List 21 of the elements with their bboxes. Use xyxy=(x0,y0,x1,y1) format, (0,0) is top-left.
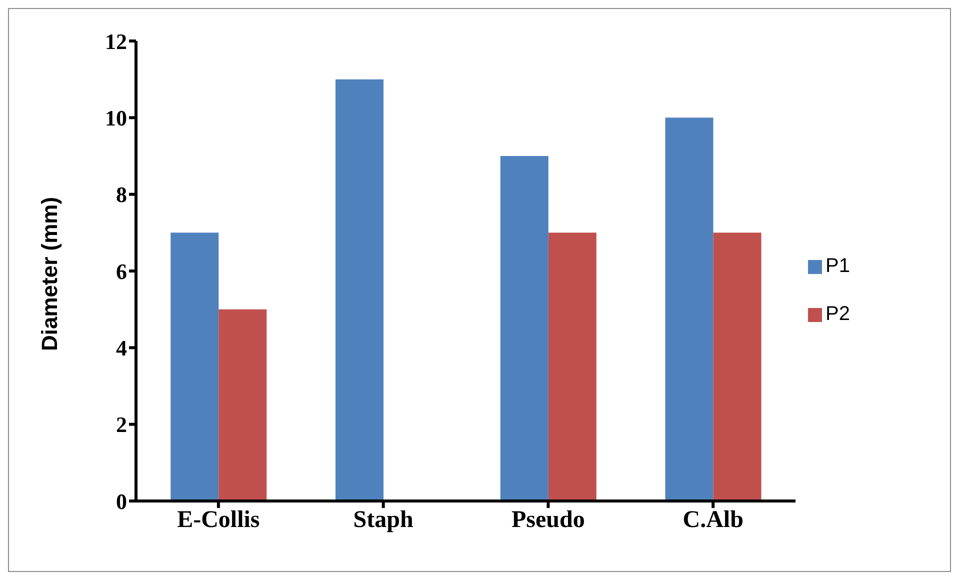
y-tick-label: 4 xyxy=(116,335,127,360)
y-tick-label: 8 xyxy=(116,182,127,208)
bar xyxy=(500,156,548,501)
x-tick-label: E-Collis xyxy=(177,507,260,534)
y-tick-label: 6 xyxy=(116,258,127,284)
legend-label: P1 xyxy=(826,255,850,277)
y-tick-label: 2 xyxy=(116,412,127,438)
bar xyxy=(548,232,596,501)
x-tick-label: Staph xyxy=(353,507,414,534)
y-axis-title: Diameter (mm) xyxy=(36,196,62,351)
bar xyxy=(336,79,384,501)
y-tick-label: 12 xyxy=(105,28,127,54)
bar xyxy=(218,309,267,501)
x-tick-label: Pseudo xyxy=(512,507,585,534)
x-tick-label: C.Alb xyxy=(682,507,744,534)
legend-label: P2 xyxy=(826,303,850,325)
bar xyxy=(713,232,762,501)
y-tick-label: 10 xyxy=(105,105,127,130)
bar xyxy=(665,118,714,501)
y-tick-label: 0 xyxy=(116,488,127,514)
bar xyxy=(170,232,219,501)
